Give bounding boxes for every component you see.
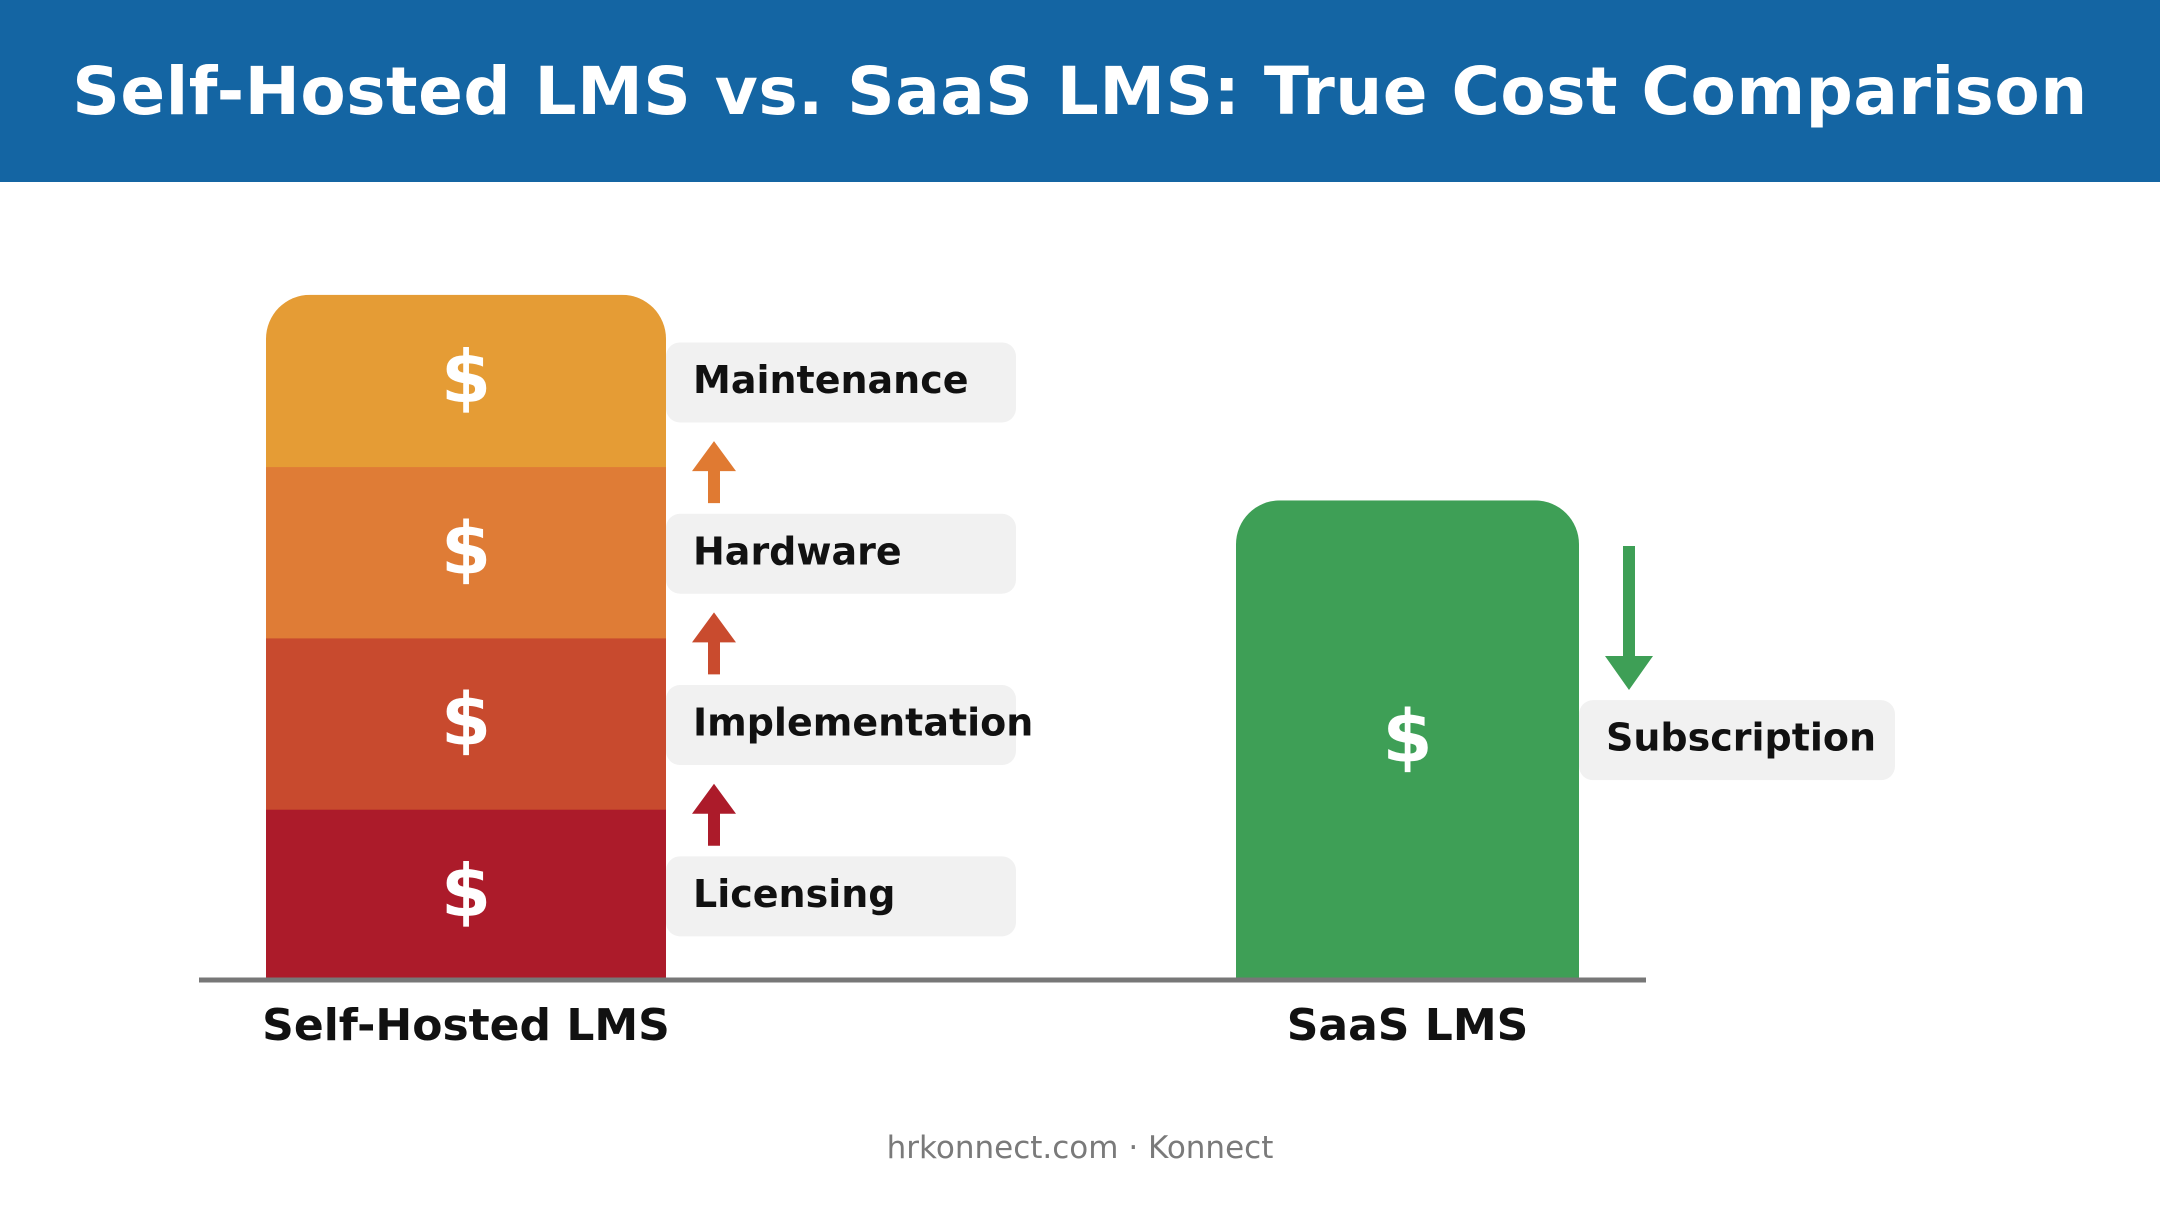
x-tick-label: SaaS LMS xyxy=(1287,1000,1529,1051)
segment-label: Hardware xyxy=(693,529,902,573)
up-arrow-icon xyxy=(692,441,736,504)
segment-label: Subscription xyxy=(1606,716,1876,760)
dollar-icon: $ xyxy=(441,335,491,419)
label-box-subscription xyxy=(1579,700,1895,781)
segment-label: Maintenance xyxy=(693,358,969,402)
segment-label: Licensing xyxy=(693,872,896,916)
label-box-implementation xyxy=(666,685,1016,766)
dollar-icon: $ xyxy=(1382,695,1432,779)
footer-credit: hrkonnect.com · Konnect xyxy=(886,1130,1274,1166)
header-banner: Self-Hosted LMS vs. SaaS LMS: True Cost … xyxy=(0,0,2160,182)
bar-segment-implementation xyxy=(266,637,666,810)
x-tick-label: Self-Hosted LMS xyxy=(262,1000,670,1051)
bar-segment-subscription xyxy=(1236,500,1579,980)
up-arrow-icon xyxy=(692,783,736,846)
label-box-hardware xyxy=(666,513,1016,594)
down-arrow-icon xyxy=(1605,546,1653,690)
dollar-icon: $ xyxy=(441,506,491,590)
bar-segment-licensing xyxy=(266,808,666,980)
segment-label: Implementation xyxy=(693,701,1033,745)
dollar-icon: $ xyxy=(441,678,491,762)
bar-self-hosted-lms xyxy=(266,294,666,980)
label-box-maintenance xyxy=(666,342,1016,423)
bar-segment-hardware xyxy=(266,466,666,639)
page-title: Self-Hosted LMS vs. SaaS LMS: True Cost … xyxy=(72,52,2088,130)
up-arrow-icon xyxy=(692,612,736,675)
dollar-icon: $ xyxy=(441,849,491,933)
bar-saas-lms xyxy=(1236,500,1579,980)
label-box-licensing xyxy=(666,856,1016,937)
bar-segment-maintenance xyxy=(266,294,666,468)
